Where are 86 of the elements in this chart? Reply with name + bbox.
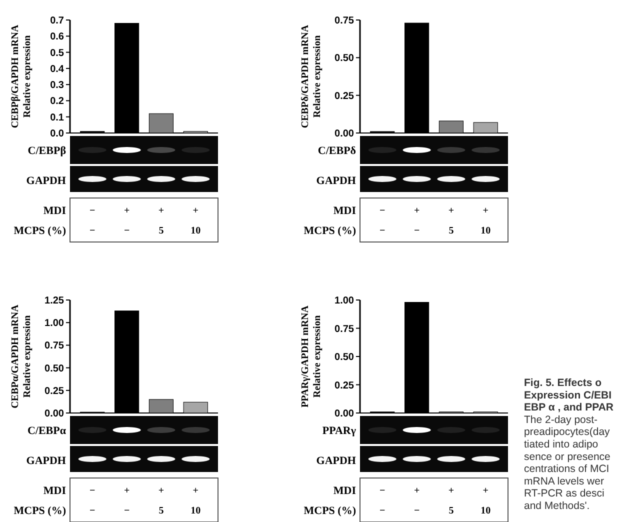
- y-tick-label: 0.1: [50, 112, 64, 124]
- text: +: [158, 486, 164, 496]
- text: 5: [158, 506, 164, 516]
- text: preadipocytes(day: [524, 426, 611, 438]
- text: Expression C/EBI: [524, 389, 612, 402]
- text: MDI: [333, 204, 356, 217]
- text: 5: [448, 506, 454, 516]
- text: +: [448, 206, 454, 216]
- text: GAPDH: [316, 454, 356, 467]
- text: MDI: [43, 204, 66, 217]
- text: −: [124, 506, 130, 516]
- text: C/EBPα: [27, 424, 67, 437]
- y-tick-label: 0.00: [334, 128, 354, 140]
- text: tiated into adipo: [524, 438, 598, 450]
- y-tick-label: 0.6: [50, 32, 64, 43]
- text: +: [414, 206, 420, 216]
- text: +: [482, 206, 489, 216]
- y-tick-label: 0.7: [50, 16, 64, 26]
- text: MCPS (%): [14, 224, 66, 237]
- y-tick-label: 0.5: [50, 48, 64, 59]
- y-tick-label: 0.25: [44, 386, 64, 397]
- text: MCPS (%): [304, 224, 356, 237]
- y-tick-label: 1.00: [334, 296, 354, 306]
- y-tick-label: 0.75: [334, 16, 354, 26]
- text: EBP α , and PPAR: [524, 402, 614, 414]
- y-tick-label: 0.00: [334, 408, 354, 420]
- text: +: [158, 206, 164, 216]
- y-axis-title: CEBPβ/GAPDH mRNA Relative expression: [10, 24, 33, 128]
- y-tick-label: 0.0: [50, 128, 64, 140]
- text: −: [90, 506, 96, 516]
- text: mRNA levels wer: [524, 475, 604, 488]
- y-axis-title: CEBPα/GAPDH mRNA Relative expression: [10, 304, 33, 408]
- text: +: [124, 206, 130, 216]
- text: GAPDH: [26, 454, 66, 467]
- text: 10: [190, 226, 201, 236]
- y-tick-label: 1.00: [44, 318, 64, 330]
- y-axis-title: CEBPδ/GAPDH mRNA Relative expression: [300, 24, 323, 128]
- y-axis-title: PPARγ/GAPDH mRNA Relative expression: [300, 304, 323, 408]
- text: +: [482, 486, 489, 496]
- text: −: [380, 486, 386, 496]
- text: 10: [190, 506, 201, 516]
- text: −: [414, 226, 420, 236]
- text: 10: [480, 506, 491, 516]
- text: 5: [448, 226, 454, 236]
- text: −: [380, 506, 386, 516]
- text: 10: [480, 226, 491, 236]
- text: GAPDH: [316, 174, 356, 187]
- text: −: [414, 506, 420, 516]
- text: RT-PCR as desci: [524, 488, 604, 500]
- text: MDI: [43, 484, 66, 497]
- text: +: [414, 486, 420, 496]
- text: +: [124, 486, 130, 496]
- y-tick-label: 0.2: [50, 96, 64, 108]
- y-tick-label: 0.25: [334, 380, 354, 392]
- text: −: [124, 226, 130, 236]
- text: MCPS (%): [304, 504, 356, 517]
- text: PPARγ: [322, 424, 356, 437]
- text: 5: [158, 226, 164, 236]
- caption: Fig. 5. Effects o: [524, 377, 602, 389]
- text: C/EBPδ: [318, 144, 356, 157]
- y-tick-label: 0.4: [50, 64, 64, 75]
- y-tick-label: 0.50: [44, 363, 64, 374]
- text: +: [192, 486, 199, 496]
- text: −: [90, 206, 96, 216]
- text: MCPS (%): [14, 504, 66, 517]
- text: centrations of MCI: [524, 463, 610, 476]
- text: −: [380, 206, 386, 216]
- text: The 2-day post-: [524, 414, 598, 426]
- y-tick-label: 0.3: [50, 80, 64, 92]
- text: −: [90, 226, 96, 236]
- y-tick-label: 0.00: [44, 408, 64, 420]
- text: and Methods'.: [524, 500, 590, 512]
- text: +: [448, 486, 454, 496]
- y-tick-label: 0.25: [334, 90, 354, 102]
- y-tick-label: 0.75: [44, 340, 64, 352]
- text: GAPDH: [26, 174, 66, 187]
- text: −: [380, 226, 386, 236]
- y-tick-label: 0.75: [334, 324, 354, 335]
- text: C/EBPβ: [28, 144, 66, 157]
- text: MDI: [333, 484, 356, 497]
- text: sence or presence: [524, 450, 611, 463]
- y-tick-label: 0.50: [334, 352, 354, 363]
- y-tick-label: 0.50: [334, 53, 354, 64]
- text: +: [192, 206, 199, 216]
- y-tick-label: 1.25: [44, 296, 64, 306]
- text: −: [90, 486, 96, 496]
